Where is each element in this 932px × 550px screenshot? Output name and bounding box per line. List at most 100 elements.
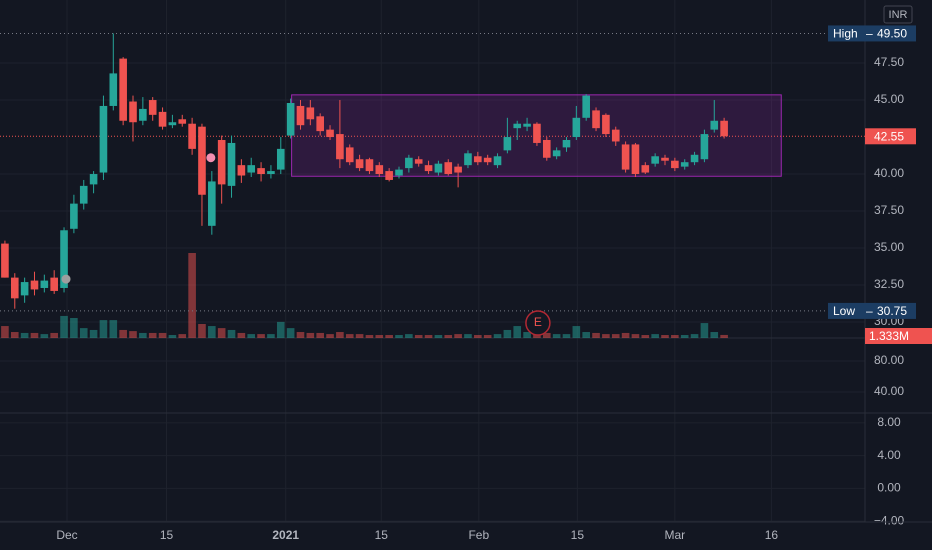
candle-body [345, 147, 354, 163]
candle-body [424, 165, 433, 172]
volume-bar [336, 332, 344, 338]
candle-body [631, 144, 640, 175]
candle-body [129, 101, 137, 123]
x-tick-label: Dec [56, 528, 77, 542]
price-label-name: Low [833, 304, 855, 318]
volume-bar [602, 334, 610, 338]
volume-bar [710, 332, 719, 338]
candle-body [483, 157, 492, 163]
price-label-value: 30.75 [877, 304, 907, 318]
candle-body [267, 171, 275, 175]
volume-bar [326, 334, 334, 338]
volume-bar [109, 320, 118, 338]
y-tick-label: 8.00 [877, 415, 901, 429]
volume-bar [60, 315, 68, 338]
volume-bar [20, 332, 29, 338]
volume-bar [690, 334, 699, 338]
volume-bar [424, 335, 433, 338]
candle-body [690, 154, 699, 163]
volume-bar [621, 332, 630, 338]
candle-body [1, 243, 9, 278]
candle-body [326, 129, 334, 138]
x-tick-label: Feb [468, 528, 489, 542]
volume-bar [276, 321, 285, 338]
candle-body [276, 148, 285, 170]
candle-body [188, 123, 196, 149]
volume-bar [237, 332, 246, 338]
candle-body [641, 165, 650, 173]
volume-bar [405, 334, 413, 338]
volume-bar [296, 332, 305, 338]
candle-body [513, 123, 522, 129]
candle-body [257, 168, 265, 175]
candle-body [99, 105, 108, 173]
volume-bar [345, 334, 354, 338]
candle-body [562, 139, 571, 148]
candle-body [651, 156, 659, 164]
x-tick-label: Mar [665, 528, 686, 542]
volume-bar [542, 332, 551, 338]
volume-bar [227, 329, 236, 338]
candle-body [710, 120, 719, 130]
candle-body [680, 162, 689, 167]
volume-bar [178, 334, 187, 338]
candle-body [720, 120, 728, 137]
volume-bar [306, 332, 315, 338]
volume-bar [474, 335, 482, 338]
candle-body [582, 95, 590, 118]
event-marker [525, 310, 551, 336]
volume-bar [129, 331, 137, 338]
volume-bar [572, 326, 581, 338]
candle-body [405, 157, 413, 169]
candle-body [296, 105, 305, 126]
volume-bar [99, 320, 108, 338]
candle-body [444, 162, 453, 175]
price-label-box [828, 25, 916, 42]
candle-body [89, 174, 98, 185]
candle-body [70, 203, 78, 229]
y-tick-label: 32.50 [874, 277, 904, 291]
volume-bar [365, 335, 374, 338]
volume-bar [483, 335, 492, 338]
candle-body [306, 107, 315, 120]
candle-body [700, 134, 709, 160]
volume-bar [414, 335, 423, 338]
candle-body [464, 153, 472, 166]
volume-bar [385, 335, 393, 338]
y-tick-label: 40.00 [874, 166, 904, 180]
volume-bar [651, 334, 659, 338]
marker [61, 274, 71, 284]
y-tick-label: −4.00 [874, 513, 905, 527]
volume-bar [454, 334, 462, 338]
y-tick-label: 37.50 [874, 203, 904, 217]
volume-bar [503, 329, 512, 338]
volume-bar [592, 332, 600, 338]
candle-body [227, 142, 236, 186]
y-tick-label: 40.00 [874, 384, 904, 398]
volume-bar [720, 334, 728, 338]
volume-bar [375, 335, 384, 338]
candle-body [158, 111, 167, 127]
volume-bar [139, 332, 147, 338]
y-tick-label: 47.50 [874, 55, 904, 69]
candle-body [572, 117, 581, 138]
volume-bar [316, 332, 324, 338]
candle-body [365, 159, 374, 172]
candle-body [79, 185, 88, 204]
volume-bar [257, 334, 265, 338]
volume-bar [661, 335, 669, 338]
candle-body [503, 137, 512, 151]
volume-bar [247, 334, 256, 338]
candle-body [30, 280, 39, 290]
currency-label: INR [889, 9, 908, 21]
price-label-dash: – [866, 304, 873, 318]
volume-bar [582, 332, 590, 338]
last-price-box [865, 128, 916, 145]
candle-body [355, 159, 364, 169]
candle-body [414, 159, 423, 164]
candle-body [109, 73, 118, 106]
y-tick-label: 0.00 [877, 481, 901, 495]
volume-bar [1, 326, 9, 338]
